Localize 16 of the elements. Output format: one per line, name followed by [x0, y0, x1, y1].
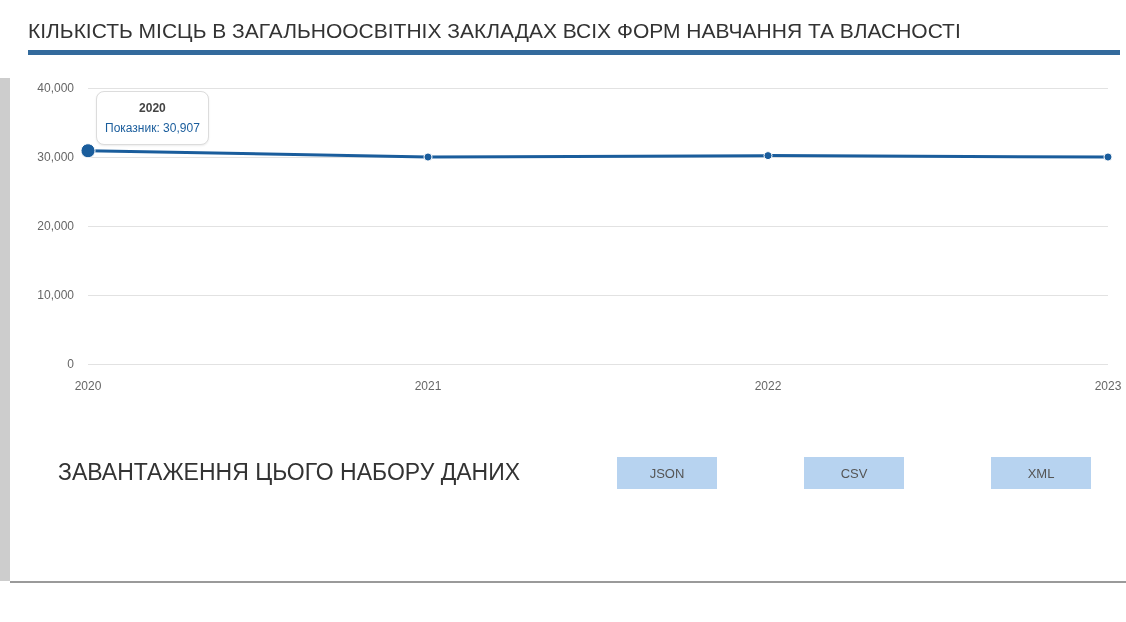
text: ЗАВАНТАЖЕННЯ ЦЬОГО НАБОРУ ДАНИХ — [58, 458, 521, 487]
y-tick-label: 30,000 — [37, 150, 75, 164]
download-button: XML — [991, 457, 1091, 489]
download-button: JSON — [617, 457, 717, 489]
x-tick-label: 2020 — [74, 379, 102, 393]
x-tick-label: 2022 — [754, 379, 782, 393]
annotation: Показник: 30,907 — [105, 119, 200, 137]
x-tick-label: 2021 — [414, 379, 442, 393]
tooltip-box: 2020 Показник: 30,907 — [96, 90, 209, 145]
chart-title: КІЛЬКІСТЬ МІСЦЬ В ЗАГАЛЬНООСВІТНІХ ЗАКЛАДАХ ВСІХ ФОРМ НАВЧАННЯ ТА ВЛАСНОСТІ — [28, 18, 1120, 55]
y-tick-label: 10,000 — [37, 288, 75, 302]
x-tick-label: 2023 — [1094, 379, 1122, 393]
y-tick-label: 20,000 — [37, 219, 75, 233]
y-tick-label: 0 — [67, 357, 75, 371]
y-tick-label: 40,000 — [37, 81, 75, 95]
download-button: CSV — [804, 457, 904, 489]
